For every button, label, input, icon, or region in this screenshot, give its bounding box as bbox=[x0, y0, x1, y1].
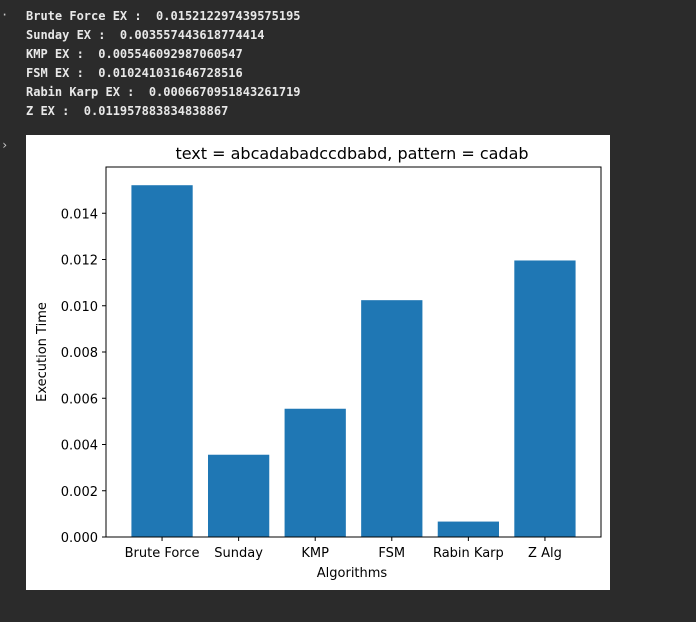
y-tick-label: 0.014 bbox=[61, 207, 98, 222]
y-tick-label: 0.002 bbox=[61, 485, 98, 500]
bar-kmp bbox=[284, 408, 346, 537]
y-tick-label: 0.006 bbox=[61, 392, 98, 407]
cell-gutter-marker: · bbox=[1, 8, 9, 22]
chart-title: text = abcadabadccdbabd, pattern = cadab bbox=[175, 144, 528, 163]
bar-fsm bbox=[361, 300, 423, 537]
bar-brute-force bbox=[131, 185, 193, 537]
output-line-z: Z EX : 0.011957883834838867 bbox=[26, 104, 229, 118]
x-tick-label: Z Alg bbox=[528, 546, 562, 561]
output-line-kmp: KMP EX : 0.005546092987060547 bbox=[26, 47, 243, 61]
bar-z-alg bbox=[514, 260, 576, 537]
y-axis-ticks: 0.000 0.002 0.004 0.006 0.008 0.010 0.012 0.014 bbox=[61, 207, 106, 546]
bar-sunday bbox=[208, 454, 270, 537]
y-tick-label: 0.012 bbox=[61, 254, 98, 269]
bars-group bbox=[131, 185, 576, 537]
y-tick-label: 0.010 bbox=[61, 300, 98, 315]
y-tick-label: 0.008 bbox=[61, 346, 98, 361]
y-axis-label: Execution Time bbox=[35, 302, 50, 402]
x-tick-label: Rabin Karp bbox=[433, 546, 504, 561]
bar-chart-figure: text = abcadabadccdbabd, pattern = cadab… bbox=[26, 135, 610, 590]
output-line-fsm: FSM EX : 0.010241031646728516 bbox=[26, 66, 243, 80]
output-line-rabin-karp: Rabin Karp EX : 0.0006670951843261719 bbox=[26, 85, 301, 99]
y-tick-label: 0.004 bbox=[61, 439, 98, 454]
bar-chart: text = abcadabadccdbabd, pattern = cadab… bbox=[35, 144, 602, 581]
x-tick-label: Sunday bbox=[214, 546, 263, 561]
x-tick-label: FSM bbox=[378, 546, 405, 561]
bar-rabin-karp bbox=[437, 521, 499, 537]
x-tick-label: Brute Force bbox=[125, 546, 200, 561]
x-axis-ticks: Brute Force Sunday KMP FSM Rabin Karp Z Alg bbox=[125, 537, 562, 561]
x-tick-label: KMP bbox=[301, 546, 329, 561]
output-collapse-toggle[interactable]: › bbox=[1, 138, 9, 152]
output-line-brute-force: Brute Force EX : 0.015212297439575195 bbox=[26, 9, 301, 23]
cell-text-output: Brute Force EX : 0.015212297439575195 Su… bbox=[26, 7, 301, 121]
output-line-sunday: Sunday EX : 0.003557443618774414 bbox=[26, 28, 265, 42]
y-tick-label: 0.000 bbox=[61, 531, 98, 546]
x-axis-label: Algorithms bbox=[317, 566, 388, 581]
